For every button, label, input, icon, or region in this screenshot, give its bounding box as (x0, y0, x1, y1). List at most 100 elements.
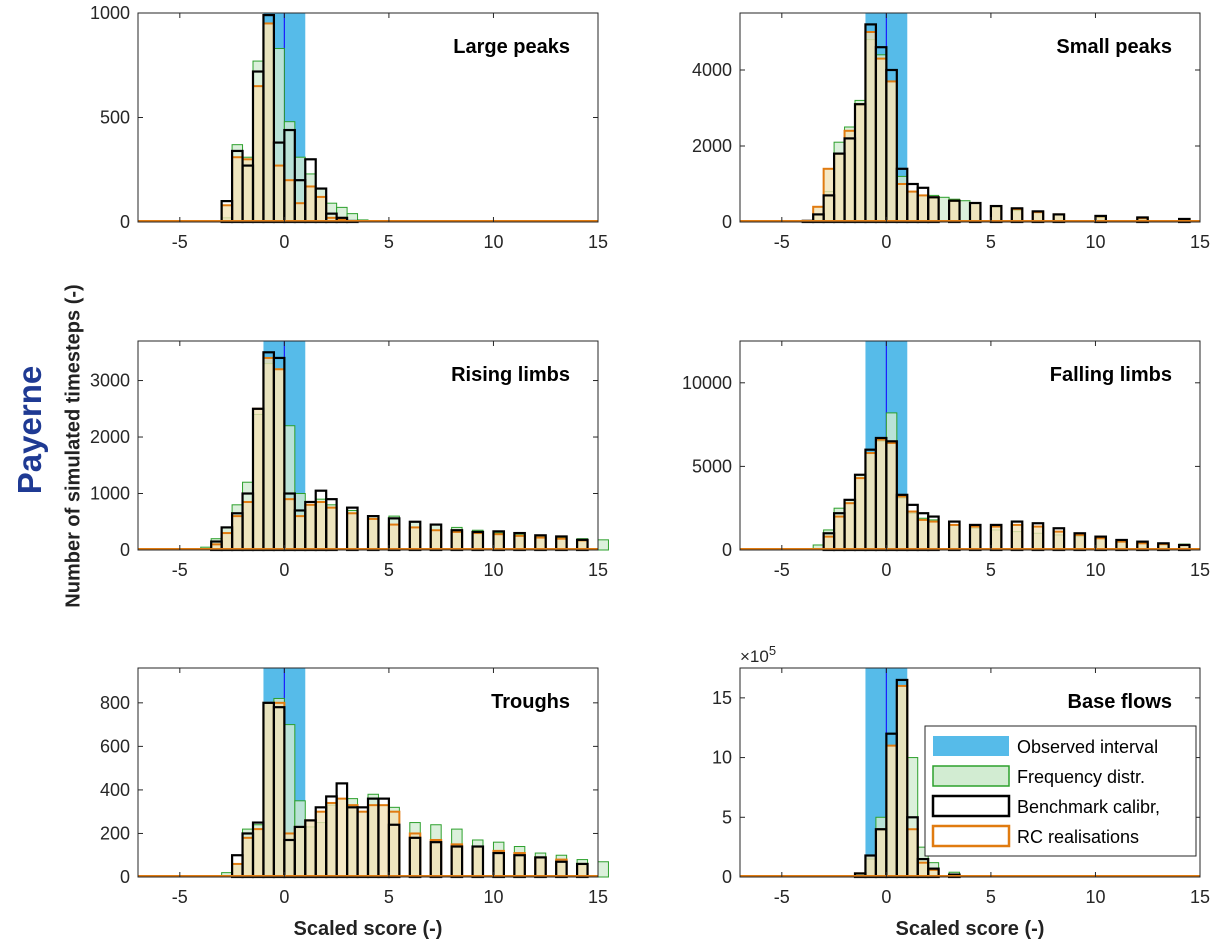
y-tick-label: 200 (100, 823, 130, 843)
histogram-bar (241, 836, 255, 878)
histogram-bar (429, 838, 443, 878)
histogram-bar (314, 500, 328, 551)
y-tick-label: 0 (120, 540, 130, 560)
histogram-bar (843, 502, 857, 551)
x-tick-label: -5 (774, 560, 790, 580)
x-tick-label: 10 (1085, 887, 1105, 907)
histogram-bar (854, 103, 867, 223)
panel-5: -5 0 5 10 15 0 200 400 600 800 Troughs (100, 667, 609, 907)
x-tick-label: 0 (279, 232, 289, 252)
histogram-bar (895, 495, 909, 552)
x-axis-label: Scaled score (-) (896, 918, 1045, 940)
x-tick-label: 15 (1190, 560, 1210, 580)
histogram-bar (346, 512, 359, 552)
x-tick-label: 0 (881, 560, 891, 580)
histogram-bar (959, 200, 971, 223)
panel-title: Base flows (1068, 691, 1172, 713)
histogram-bar (304, 819, 317, 878)
histogram-bar (885, 441, 898, 552)
y-tick-label: 15 (712, 688, 732, 708)
y-tick-label: 0 (120, 212, 130, 232)
histogram-bar (262, 701, 275, 878)
y-tick-label: 2000 (90, 427, 130, 447)
histogram-bar (916, 861, 930, 879)
histogram-bar (314, 195, 328, 223)
plot-area (138, 13, 598, 222)
histogram-bar (346, 804, 359, 878)
histogram-bar (927, 196, 940, 224)
x-tick-label: -5 (172, 560, 188, 580)
histogram-bar (450, 843, 464, 878)
histogram-bar (241, 500, 255, 551)
x-tick-label: 0 (881, 887, 891, 907)
histogram-bar (1010, 523, 1024, 551)
histogram-bar (429, 529, 443, 552)
histogram-bar (885, 80, 898, 224)
histogram-bar (231, 515, 244, 551)
y-multiplier: ×105 (740, 643, 776, 666)
y-tick-label: 500 (100, 108, 130, 128)
panel-title: Falling limbs (1050, 364, 1172, 386)
histogram-bar (874, 828, 888, 879)
panel-3: -5 0 5 10 15 0 1000 2000 3000 Rising limbs (90, 340, 609, 580)
histogram-bar (916, 194, 930, 223)
y-tick-label: 1000 (90, 3, 130, 23)
histogram-bar (304, 185, 317, 223)
histogram-bar (272, 368, 286, 552)
y-tick-label: 4000 (692, 60, 732, 80)
panel-1: -5 0 5 10 15 0 500 1000 Large peaks (90, 3, 608, 252)
histogram-bar (938, 196, 950, 223)
x-tick-label: 10 (1085, 560, 1105, 580)
histogram-bar (492, 533, 505, 551)
legend-swatch-benchmark (931, 794, 1011, 818)
histogram-bar (833, 152, 846, 224)
x-axis-label: Scaled score (-) (294, 918, 443, 940)
histogram-bar (597, 861, 609, 878)
histogram-bar (325, 506, 338, 551)
axes-box (137, 340, 599, 551)
histogram-bar (231, 156, 244, 224)
histogram-bar (220, 532, 234, 552)
histogram-bar (325, 801, 338, 879)
x-tick-label: 5 (986, 560, 996, 580)
histogram-bar (948, 199, 961, 224)
x-tick-label: 5 (986, 232, 996, 252)
histogram-bar (1031, 525, 1045, 551)
histogram-bar (356, 810, 369, 878)
legend-label-benchmark: Benchmark calibr, (1017, 797, 1160, 817)
histogram-bar (1052, 530, 1066, 551)
x-tick-label: -5 (172, 887, 188, 907)
legend-label-observed: Observed interval (1017, 737, 1158, 757)
histogram-bar (989, 525, 1003, 551)
panel-title: Large peaks (453, 36, 570, 58)
y-tick-label: 800 (100, 693, 130, 713)
panel-2: -5 0 5 10 15 0 2000 4000 Small peaks (692, 12, 1210, 252)
histogram-bar (293, 515, 307, 551)
histogram-bar (927, 520, 940, 551)
histogram-bar (822, 535, 836, 552)
x-tick-label: -5 (774, 887, 790, 907)
y-tick-label: 10000 (682, 373, 732, 393)
histogram-bar (408, 832, 422, 878)
x-tick-label: 5 (384, 560, 394, 580)
axes-box (137, 667, 599, 878)
histogram-bar (252, 828, 265, 879)
y-multiplier-exponent: 5 (769, 643, 776, 658)
histogram-bar (314, 810, 328, 878)
histogram-bar (492, 849, 505, 878)
y-tick-label: 0 (722, 212, 732, 232)
histogram-bar (252, 85, 265, 224)
histogram-bar (885, 744, 898, 879)
x-tick-label: 10 (483, 232, 503, 252)
x-tick-label: 5 (384, 232, 394, 252)
x-tick-label: 10 (1085, 232, 1105, 252)
histogram-bar (864, 854, 877, 879)
histogram-bar (843, 129, 857, 223)
histogram-bar (513, 534, 526, 551)
x-tick-label: 10 (483, 887, 503, 907)
histogram-bar (408, 526, 422, 551)
x-tick-label: 15 (1190, 887, 1210, 907)
y-tick-label: 400 (100, 780, 130, 800)
histogram-bar (1073, 533, 1086, 552)
